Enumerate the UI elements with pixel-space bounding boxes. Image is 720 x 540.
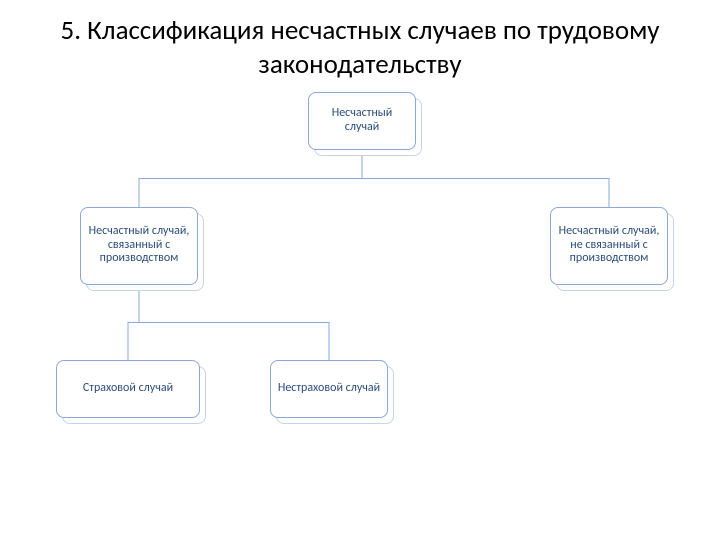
node-nonins: Нестраховой случай <box>270 360 388 418</box>
edge-root-left <box>139 150 362 207</box>
page-title: 5. Классификация несчастных случаев по т… <box>0 0 720 82</box>
edge-left-nonins <box>139 285 329 360</box>
node-right: Несчастный случай, не связанный с произв… <box>550 207 668 285</box>
tree-diagram: Несчастный случай Несчастный случай, связ… <box>0 82 720 482</box>
node-root: Несчастный случай <box>308 92 416 150</box>
node-ins: Страховой случай <box>56 360 200 418</box>
node-left: Несчастный случай, связанный с производс… <box>80 207 198 285</box>
edge-root-right <box>362 150 609 207</box>
edge-left-ins <box>128 285 139 360</box>
